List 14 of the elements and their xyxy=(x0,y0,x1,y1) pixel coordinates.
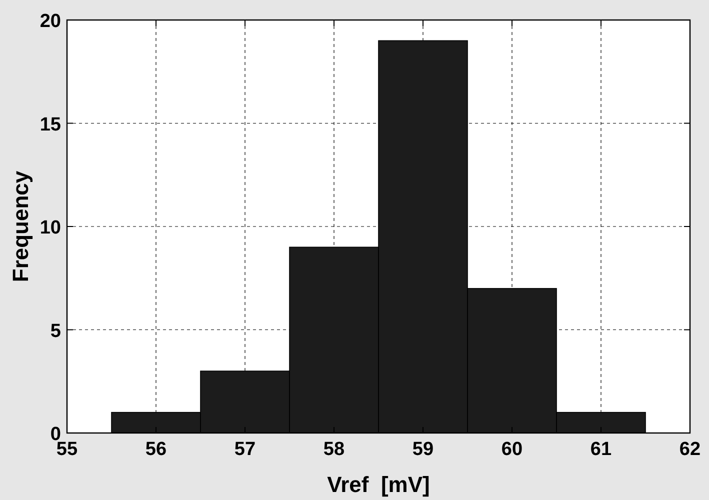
x-tick-label: 62 xyxy=(679,439,701,460)
x-tick-label: 61 xyxy=(590,439,612,460)
y-tick-label: 15 xyxy=(40,114,62,136)
y-axis-title: Frequency xyxy=(8,170,33,282)
x-tick-label: 57 xyxy=(234,439,256,460)
y-tick-label: 20 xyxy=(40,11,61,32)
x-tick-label: 56 xyxy=(145,439,167,460)
y-tick-label: 10 xyxy=(40,218,61,238)
x-tick-label: 60 xyxy=(501,439,523,460)
y-tick-label: 5 xyxy=(50,320,62,342)
x-tick-label: 55 xyxy=(56,439,78,460)
x-tick-label: 58 xyxy=(323,439,345,460)
x-tick-label: 59 xyxy=(412,439,434,460)
x-axis-title: Vref [mV] xyxy=(327,472,430,497)
